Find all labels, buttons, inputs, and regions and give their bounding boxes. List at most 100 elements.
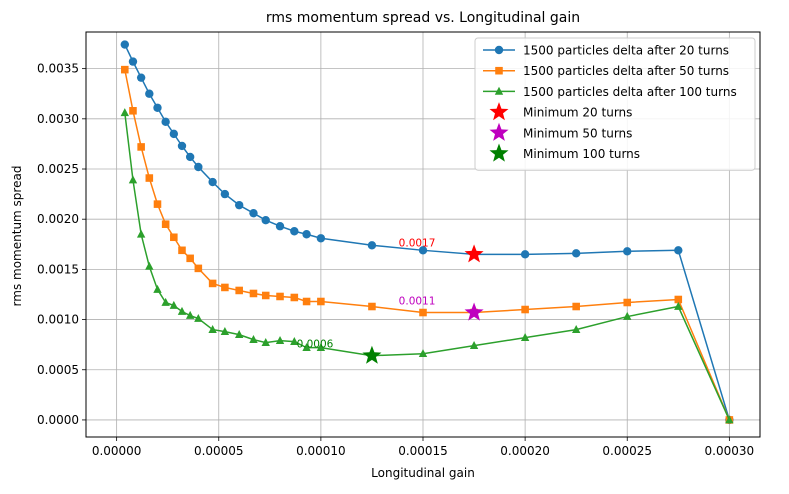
data-point [623, 298, 632, 307]
x-tick-label: 0.00025 [602, 444, 652, 458]
data-point [571, 249, 581, 258]
data-point [121, 65, 129, 74]
y-tick-label: 0.0025 [37, 162, 79, 176]
x-axis-ticks: 0.00000 0.00005 0.00010 0.00015 0.00020 0.000… [92, 437, 754, 458]
data-point [290, 337, 299, 346]
y-axis-label: rms momentum spread [10, 166, 24, 307]
data-point [136, 229, 146, 238]
legend-marker-icon [494, 86, 504, 95]
legend-entry-label: Minimum 100 turns [523, 147, 640, 161]
legend-entry-label: Minimum 20 turns [523, 106, 632, 120]
data-point [276, 292, 284, 301]
data-point [178, 246, 186, 255]
data-point [194, 162, 203, 172]
y-tick-label: 0.0020 [37, 212, 79, 226]
minimum-star-marker [362, 345, 382, 364]
data-point [170, 233, 178, 242]
data-point [145, 174, 154, 182]
data-point [261, 338, 270, 347]
data-point [725, 415, 734, 424]
data-point [177, 306, 187, 315]
data-point [194, 264, 203, 273]
data-point [520, 250, 530, 259]
minimum-star-marker [464, 244, 484, 263]
data-point [302, 343, 311, 352]
data-point [120, 108, 130, 117]
data-point [418, 349, 428, 358]
data-point [572, 302, 580, 311]
x-tick-label: 0.00030 [705, 444, 755, 458]
data-point [302, 230, 311, 239]
data-point [419, 308, 427, 317]
data-point [161, 297, 170, 306]
minimum-value-label: 0.0006 [297, 339, 334, 351]
data-point [161, 117, 170, 127]
data-point [186, 254, 194, 263]
legend-entry-label: Minimum 50 turns [523, 126, 632, 140]
data-point [145, 261, 154, 270]
y-tick-label: 0.0010 [37, 313, 79, 327]
data-point [316, 343, 326, 352]
data-point [208, 279, 217, 288]
legend-star-icon [489, 102, 509, 121]
x-tick-label: 0.00015 [398, 444, 448, 458]
data-point [128, 175, 138, 184]
x-tick-label: 0.00000 [92, 444, 142, 458]
data-point [367, 241, 377, 250]
y-tick-label: 0.0015 [37, 262, 79, 276]
data-point [674, 301, 683, 310]
data-point [674, 295, 683, 304]
data-point [520, 333, 530, 341]
grid [86, 32, 760, 437]
data-point [145, 89, 154, 98]
data-point [208, 177, 217, 187]
data-point [153, 284, 162, 293]
data-point [469, 341, 479, 350]
legend: 1500 particles delta after 20 turns 1500 … [474, 37, 756, 171]
minimum-star-marker [464, 302, 484, 321]
data-point [136, 73, 146, 82]
data-point [177, 141, 187, 151]
data-point [623, 247, 632, 256]
data-point [185, 152, 195, 162]
data-point [137, 143, 145, 151]
legend-entry-label: 1500 particles delta after 100 turns [523, 85, 737, 99]
data-point [128, 57, 138, 66]
x-axis-label: Longitudinal gain [371, 466, 475, 480]
data-point [261, 215, 270, 225]
legend-entry-label: 1500 particles delta after 50 turns [523, 64, 729, 78]
data-point [316, 234, 326, 243]
data-point [290, 293, 299, 302]
data-point [221, 283, 229, 292]
data-point [153, 200, 162, 208]
data-point [623, 311, 632, 320]
data-point [234, 200, 244, 210]
data-point [368, 302, 376, 311]
data-point [418, 246, 428, 255]
data-point [521, 305, 529, 314]
legend-marker-icon [495, 66, 503, 75]
legend-box [474, 37, 756, 171]
x-tick-label: 0.00020 [500, 444, 550, 458]
chart-title: rms momentum spread vs. Longitudinal gai… [266, 10, 580, 26]
data-point [275, 336, 285, 345]
data-point [234, 330, 244, 338]
y-tick-label: 0.0030 [37, 112, 79, 126]
minimum-value-label: 0.0011 [399, 296, 436, 308]
data-point [194, 313, 203, 322]
minimum-value-label: 0.0017 [399, 237, 436, 249]
legend-star-icon [489, 122, 509, 141]
data-point [275, 222, 285, 231]
data-point [220, 326, 230, 335]
data-point [153, 103, 162, 112]
data-point [169, 129, 179, 139]
y-axis-ticks: 0.0000 0.0005 0.0010 0.0015 0.0020 0.0025 0.00… [37, 62, 86, 427]
data-point [302, 297, 311, 306]
data-point [249, 289, 258, 298]
data-point [249, 208, 258, 218]
data-point [169, 300, 179, 309]
legend-star-icon [489, 143, 509, 162]
y-tick-label: 0.0035 [37, 62, 79, 76]
data-point [249, 335, 258, 343]
y-tick-label: 0.0000 [37, 413, 79, 427]
